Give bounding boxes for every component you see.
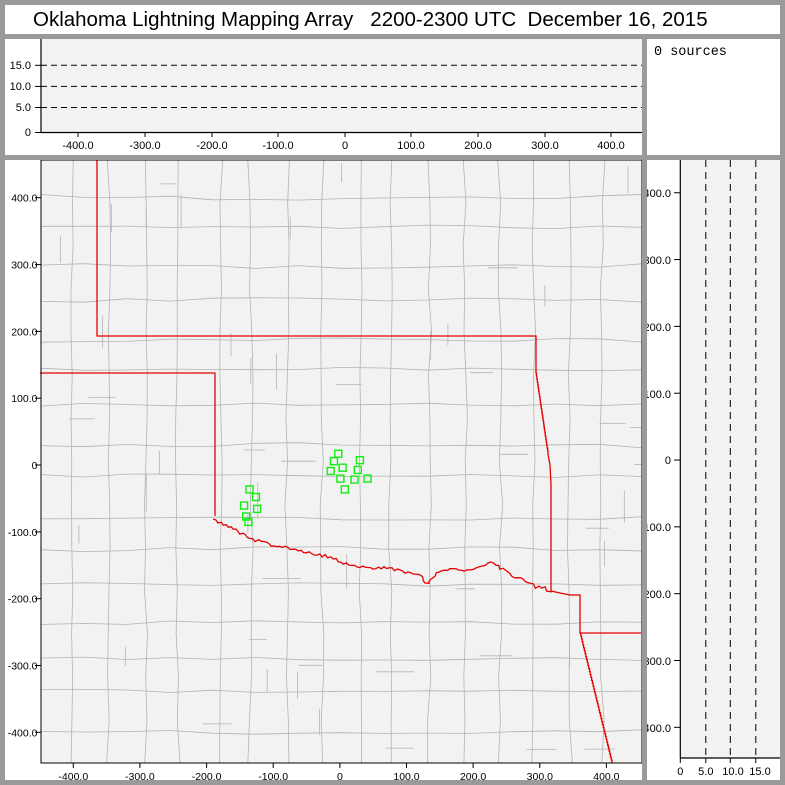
svg-text:10.0: 10.0 (10, 81, 31, 93)
svg-text:-200.0: -200.0 (647, 589, 671, 601)
svg-text:-300.0: -300.0 (8, 661, 38, 673)
svg-text:-200.0: -200.0 (192, 771, 222, 780)
svg-text:-100.0: -100.0 (647, 522, 671, 534)
svg-text:10.0: 10.0 (722, 766, 743, 778)
svg-text:-100.0: -100.0 (8, 527, 38, 539)
svg-text:-100.0: -100.0 (262, 140, 293, 152)
svg-text:0: 0 (665, 455, 671, 467)
svg-text:0: 0 (25, 127, 31, 139)
svg-text:400.0: 400.0 (593, 771, 619, 780)
svg-text:5.0: 5.0 (698, 766, 713, 778)
svg-text:200.0: 200.0 (11, 326, 37, 338)
svg-text:400.0: 400.0 (11, 193, 37, 205)
svg-text:-400.0: -400.0 (8, 727, 38, 739)
svg-text:100.0: 100.0 (647, 389, 671, 401)
svg-text:-300.0: -300.0 (129, 140, 160, 152)
svg-text:15.0: 15.0 (10, 60, 31, 72)
svg-text:300.0: 300.0 (527, 771, 553, 780)
svg-text:-400.0: -400.0 (58, 771, 88, 780)
svg-text:15.0: 15.0 (749, 766, 770, 778)
svg-text:-400.0: -400.0 (62, 140, 93, 152)
svg-text:0: 0 (32, 460, 38, 472)
svg-text:0: 0 (342, 140, 348, 152)
svg-text:5.0: 5.0 (16, 102, 31, 114)
svg-text:0: 0 (677, 766, 683, 778)
svg-text:0: 0 (337, 771, 343, 780)
svg-text:200.0: 200.0 (460, 771, 486, 780)
svg-text:-200.0: -200.0 (196, 140, 227, 152)
svg-text:300.0: 300.0 (647, 255, 671, 267)
svg-text:400.0: 400.0 (647, 188, 671, 200)
svg-text:-400.0: -400.0 (647, 723, 671, 735)
svg-text:-300.0: -300.0 (125, 771, 155, 780)
svg-text:200.0: 200.0 (647, 322, 671, 334)
svg-text:100.0: 100.0 (393, 771, 419, 780)
svg-text:400.0: 400.0 (597, 140, 625, 152)
svg-text:300.0: 300.0 (531, 140, 559, 152)
svg-text:-200.0: -200.0 (8, 594, 38, 606)
svg-text:200.0: 200.0 (464, 140, 492, 152)
svg-text:-300.0: -300.0 (647, 656, 671, 668)
svg-text:100.0: 100.0 (11, 393, 37, 405)
svg-text:-100.0: -100.0 (258, 771, 288, 780)
svg-text:300.0: 300.0 (11, 260, 37, 272)
svg-text:100.0: 100.0 (397, 140, 425, 152)
